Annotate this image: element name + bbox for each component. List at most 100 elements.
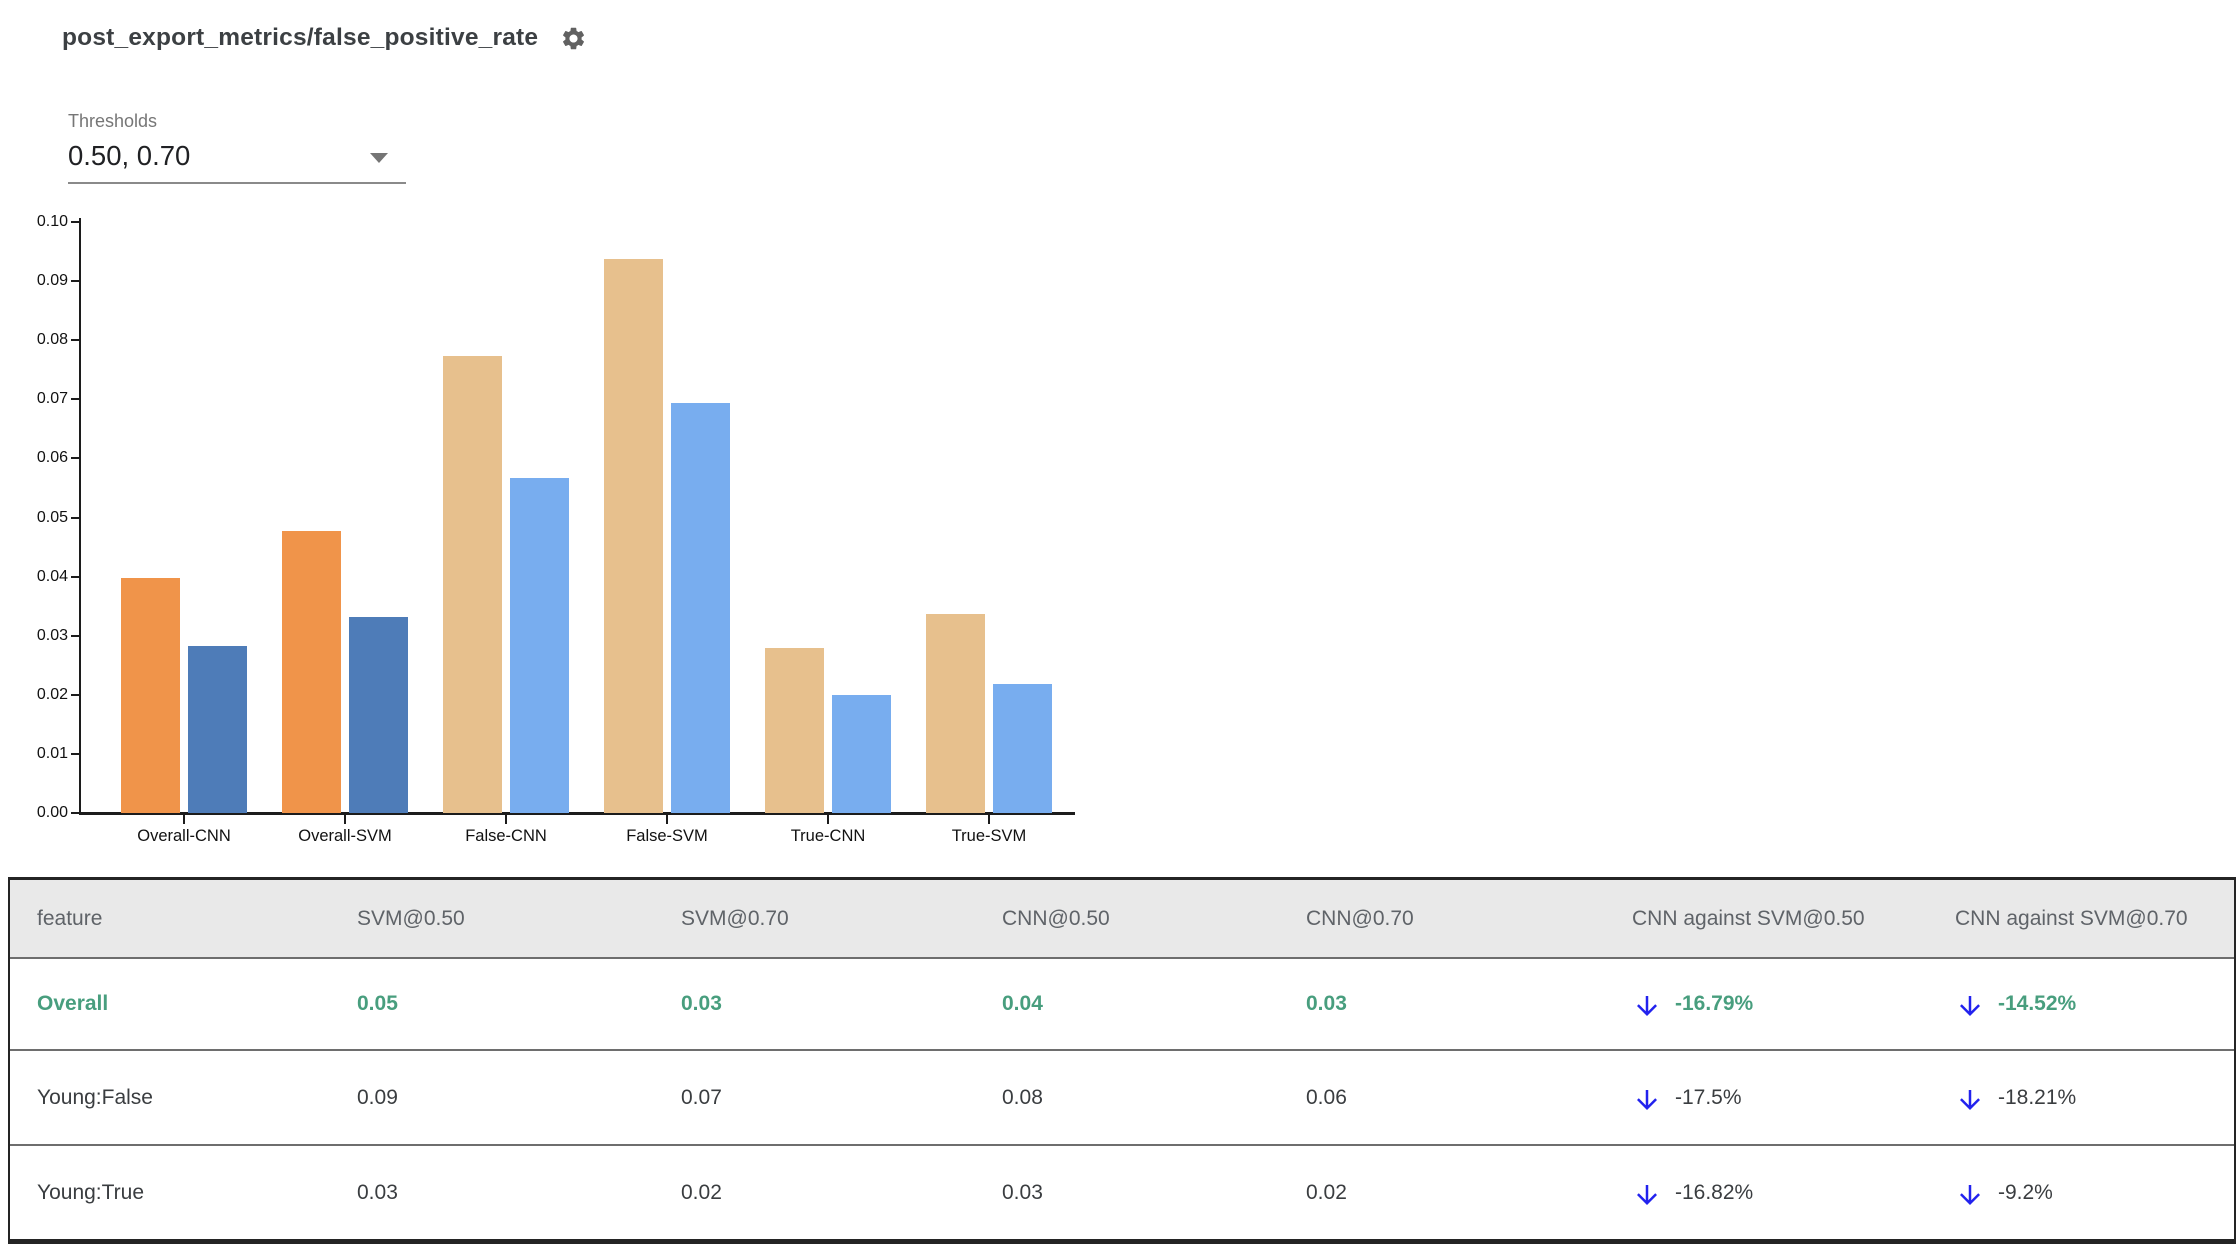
y-tick-label: 0.10 [36, 213, 68, 230]
delta-CNN against SVM@0.70: -18.21% [1955, 1051, 2234, 1144]
bar-True-SVM-threshold0.70[interactable] [993, 684, 1052, 813]
metric-value-CNN@0.70: 0.03 [1306, 992, 1347, 1015]
x-tick [988, 815, 990, 824]
table-row-Young:True: Young:True 0.03 0.02 0.03 0.02 -16.82% -9.2% [10, 1144, 2234, 1239]
column-header-3: CNN@0.50 [1002, 906, 1110, 930]
table-row-Overall: Overall 0.05 0.03 0.04 0.03 -16.79% -14.52% [10, 959, 2234, 1049]
y-tick-label: 0.07 [36, 390, 68, 408]
delta-CNN against SVM@0.70: -14.52% [1955, 959, 2234, 1049]
metric-value-SVM@0.70: 0.02 [681, 1180, 722, 1204]
delta-value: -14.52% [1998, 992, 2077, 1015]
y-tick-label: 0.08 [36, 331, 68, 349]
settings-gear-icon[interactable] [560, 25, 587, 52]
delta-value: -16.82% [1675, 1180, 1754, 1204]
x-category-label: False-CNN [465, 827, 547, 845]
panel-header: post_export_metrics/false_positive_rate [62, 24, 587, 52]
x-tick [827, 815, 829, 824]
delta-value: -17.5% [1675, 1085, 1742, 1109]
delta-CNN against SVM@0.50: -16.79% [1632, 959, 1955, 1049]
y-tick-label: 0.06 [36, 449, 68, 467]
arrow-down-icon [1637, 1184, 1657, 1205]
x-tick [666, 815, 668, 824]
y-tick-label: 0.04 [36, 567, 68, 585]
metric-value-CNN@0.50: 0.08 [1002, 1085, 1043, 1109]
delta-value: -9.2% [1998, 1180, 2053, 1204]
table-row-Young:False: Young:False 0.09 0.07 0.08 0.06 -17.5% -18.21% [10, 1049, 2234, 1144]
metric-value-SVM@0.50: 0.05 [357, 992, 398, 1015]
metric-value-SVM@0.50: 0.03 [357, 1180, 398, 1204]
x-tick [183, 815, 185, 824]
y-tick-label: 0.02 [36, 685, 68, 703]
column-header-2: SVM@0.70 [681, 906, 789, 930]
y-tick [71, 398, 79, 401]
dropdown-underline [68, 182, 406, 184]
x-tick [344, 815, 346, 824]
column-header-4: CNN@0.70 [1306, 906, 1414, 930]
bar-True-CNN-threshold0.50[interactable] [765, 648, 824, 813]
column-header-5: CNN against SVM@0.50 [1632, 906, 1865, 930]
x-tick [505, 815, 507, 824]
y-axis-line [79, 218, 81, 815]
table-header-row: feature SVM@0.50 SVM@0.70 CNN@0.50 CNN@0.70 C… [10, 880, 2234, 959]
thresholds-dropdown[interactable]: Thresholds 0.50, 0.70 [68, 111, 406, 184]
y-tick [71, 752, 79, 755]
triangle-down-icon[interactable] [370, 153, 388, 163]
feature-name: Young:False [37, 1085, 153, 1109]
metric-value-CNN@0.50: 0.03 [1002, 1180, 1043, 1204]
thresholds-label: Thresholds [68, 111, 158, 131]
bar-False-CNN-threshold0.70[interactable] [510, 478, 569, 813]
x-category-label: Overall-SVM [298, 827, 392, 845]
metric-value-CNN@0.70: 0.06 [1306, 1085, 1347, 1109]
metric-value-CNN@0.70: 0.02 [1306, 1180, 1347, 1204]
delta-CNN against SVM@0.50: -17.5% [1632, 1051, 1955, 1144]
x-category-label: True-CNN [790, 827, 866, 845]
bar-Overall-CNN-threshold0.70[interactable] [188, 646, 247, 813]
arrow-down-icon [1637, 996, 1657, 1016]
delta-CNN against SVM@0.70: -9.2% [1955, 1146, 2234, 1239]
y-tick-label: 0.09 [36, 272, 68, 290]
feature-name: Young:True [37, 1180, 145, 1204]
y-tick [71, 634, 79, 637]
false-positive-rate-bar-chart: 0.10 0.09 0.08 0.07 0.06 0.05 0.04 0.03 0.02 0.01… [0, 0, 1120, 870]
bar-True-SVM-threshold0.50[interactable] [926, 614, 985, 813]
thresholds-value: 0.50, 0.70 [68, 140, 191, 171]
metrics-table: feature SVM@0.50 SVM@0.70 CNN@0.50 CNN@0.70 C… [8, 877, 2236, 1244]
y-tick [71, 280, 79, 283]
metric-value-SVM@0.70: 0.07 [681, 1085, 722, 1109]
y-tick-label: 0.01 [36, 744, 68, 762]
delta-CNN against SVM@0.50: -16.82% [1632, 1146, 1955, 1239]
feature-name: Overall [37, 992, 109, 1015]
metric-value-CNN@0.50: 0.04 [1002, 992, 1043, 1015]
arrow-down-icon [1960, 1089, 1980, 1110]
bar-False-SVM-threshold0.70[interactable] [671, 403, 730, 813]
delta-value: -18.21% [1998, 1085, 2077, 1109]
y-tick [71, 339, 79, 342]
y-tick [71, 575, 79, 578]
y-tick-label: 0.05 [36, 508, 68, 526]
arrow-down-icon [1960, 1184, 1980, 1205]
y-tick-label: 0.03 [36, 626, 68, 644]
y-tick [71, 693, 79, 696]
y-tick [71, 812, 79, 814]
x-axis-line [79, 812, 1075, 815]
bar-Overall-CNN-threshold0.50[interactable] [121, 578, 180, 813]
bar-Overall-SVM-threshold0.50[interactable] [282, 531, 341, 813]
metric-title: post_export_metrics/false_positive_rate [62, 24, 539, 51]
y-tick [71, 516, 79, 519]
x-category-label: False-SVM [626, 827, 708, 845]
y-tick [71, 457, 79, 460]
bar-Overall-SVM-threshold0.70[interactable] [349, 617, 408, 813]
metric-value-SVM@0.70: 0.03 [681, 992, 722, 1015]
bar-True-CNN-threshold0.70[interactable] [832, 695, 891, 813]
y-tick [71, 221, 79, 223]
x-category-label: True-SVM [951, 827, 1027, 845]
y-tick-label: 0.00 [36, 804, 68, 821]
column-header-0: feature [37, 906, 103, 930]
bar-False-CNN-threshold0.50[interactable] [443, 356, 502, 813]
x-category-label: Overall-CNN [137, 827, 231, 845]
metric-value-SVM@0.50: 0.09 [357, 1085, 398, 1109]
arrow-down-icon [1637, 1089, 1657, 1110]
delta-value: -16.79% [1675, 992, 1754, 1015]
arrow-down-icon [1960, 996, 1980, 1016]
bar-False-SVM-threshold0.50[interactable] [604, 259, 663, 813]
